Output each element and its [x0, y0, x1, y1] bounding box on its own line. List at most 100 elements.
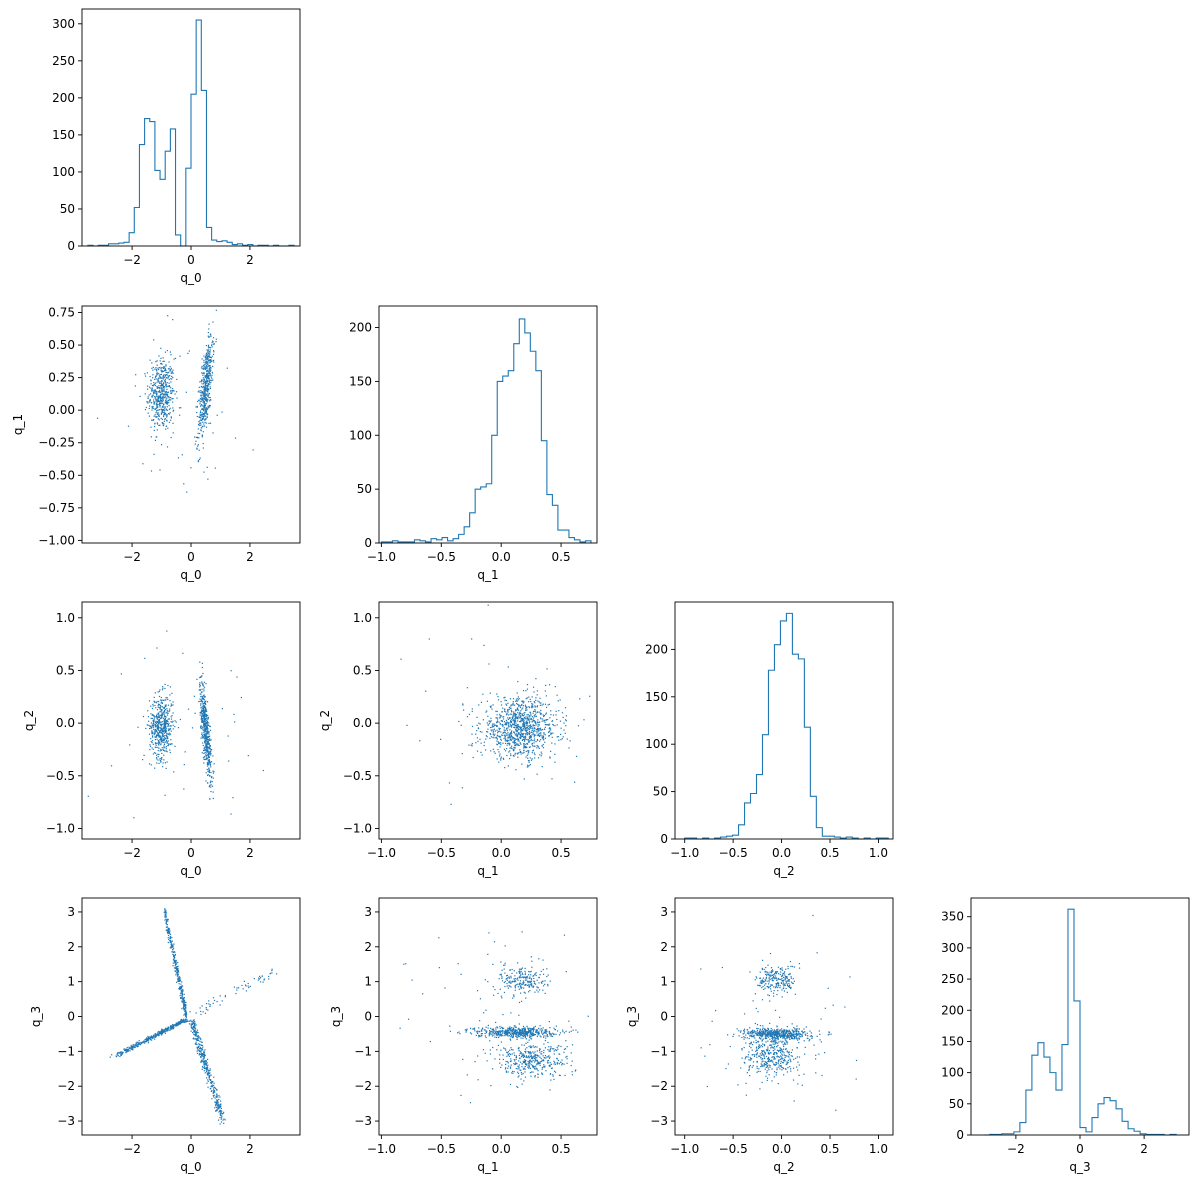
- scatter-point: [199, 391, 201, 393]
- scatter-point: [494, 1031, 497, 1033]
- scatter-point: [515, 713, 517, 715]
- scatter-point: [218, 1094, 220, 1097]
- scatter-point: [160, 737, 162, 739]
- scatter-point: [529, 989, 531, 992]
- scatter-point: [203, 1050, 205, 1052]
- scatter-point: [159, 399, 161, 401]
- scatter-point: [506, 985, 508, 987]
- scatter-point: [159, 724, 162, 726]
- scatter-point: [164, 699, 166, 701]
- scatter-point: [543, 738, 545, 741]
- scatter-point: [425, 690, 427, 692]
- scatter-point: [559, 1032, 562, 1034]
- scatter-point: [196, 1048, 198, 1050]
- scatter-point: [198, 1054, 200, 1056]
- scatter-point: [164, 715, 167, 718]
- scatter-point: [504, 709, 506, 711]
- scatter-point: [151, 714, 153, 716]
- scatter-point: [184, 1013, 186, 1015]
- scatter-point: [574, 781, 576, 783]
- scatter-point: [164, 391, 166, 393]
- scatter-point: [202, 401, 204, 403]
- scatter-point: [181, 985, 184, 987]
- scatter-point: [165, 767, 167, 770]
- scatter-point: [170, 716, 172, 718]
- scatter-point: [195, 406, 197, 408]
- scatter-point: [537, 991, 539, 993]
- scatter-point: [154, 701, 156, 703]
- scatter-point: [502, 707, 504, 709]
- y-tick-label: 0: [364, 536, 372, 550]
- scatter-point: [549, 1034, 551, 1036]
- scatter-point: [550, 729, 552, 731]
- scatter-point: [530, 739, 532, 741]
- scatter-point: [523, 991, 525, 993]
- scatter-point: [220, 1103, 222, 1105]
- scatter-point: [523, 717, 526, 719]
- y-tick-label: 100: [941, 1066, 964, 1080]
- scatter-point: [172, 389, 174, 392]
- scatter-point: [205, 742, 207, 744]
- scatter-point: [155, 375, 157, 377]
- scatter-point: [481, 1028, 484, 1030]
- scatter-point: [212, 432, 214, 434]
- scatter-point: [528, 706, 531, 709]
- scatter-point: [175, 974, 177, 976]
- x-tick-label: 0: [187, 253, 195, 267]
- scatter-point: [191, 1027, 193, 1029]
- y-tick-label: −0.25: [38, 436, 75, 450]
- scatter-point: [203, 395, 205, 397]
- scatter-point: [220, 1121, 223, 1123]
- scatter-point: [535, 974, 537, 977]
- scatter-point: [217, 1105, 220, 1107]
- scatter-point: [198, 1043, 200, 1045]
- scatter-point: [204, 715, 206, 718]
- scatter-point: [152, 392, 155, 394]
- scatter-point: [506, 982, 508, 985]
- scatter-point: [185, 1004, 187, 1007]
- scatter-point: [515, 699, 518, 701]
- scatter-point: [203, 714, 205, 716]
- scatter-point: [523, 747, 525, 749]
- scatter-point: [550, 733, 552, 735]
- scatter-point: [520, 729, 522, 731]
- scatter-point: [513, 970, 515, 972]
- scatter-point: [535, 715, 537, 717]
- scatter-point: [210, 1078, 212, 1081]
- scatter-point: [174, 964, 176, 967]
- y-tick-label: 250: [941, 972, 964, 986]
- scatter-point: [150, 380, 152, 382]
- scatter-point: [199, 683, 201, 686]
- scatter-point: [192, 1028, 194, 1030]
- scatter-point: [159, 402, 162, 405]
- scatter-point: [200, 1047, 202, 1049]
- scatter-point: [158, 1033, 160, 1035]
- scatter-point: [151, 362, 153, 364]
- scatter-point: [534, 757, 536, 759]
- scatter-point: [200, 695, 202, 698]
- scatter-point: [165, 922, 168, 924]
- scatter-point: [514, 975, 516, 977]
- scatter-point: [513, 719, 515, 721]
- y-axis-label: q_2: [22, 710, 36, 731]
- scatter-point: [203, 355, 205, 357]
- scatter-point: [115, 1055, 117, 1057]
- scatter-point: [513, 755, 515, 757]
- axes-frame: [674, 601, 894, 840]
- scatter-point: [203, 378, 205, 381]
- scatter-point: [532, 686, 535, 688]
- scatter-point: [165, 750, 168, 752]
- scatter-point: [525, 750, 527, 753]
- scatter-point: [220, 1112, 222, 1114]
- scatter-point: [528, 977, 530, 979]
- scatter-point: [532, 712, 534, 714]
- scatter-point: [542, 968, 544, 971]
- scatter-point: [206, 1065, 208, 1067]
- scatter-point: [522, 976, 524, 978]
- scatter-point: [471, 733, 473, 735]
- scatter-point: [147, 385, 149, 387]
- scatter-point: [203, 390, 205, 392]
- scatter-point: [490, 717, 492, 719]
- scatter-point: [203, 372, 205, 374]
- scatter-point: [517, 680, 519, 683]
